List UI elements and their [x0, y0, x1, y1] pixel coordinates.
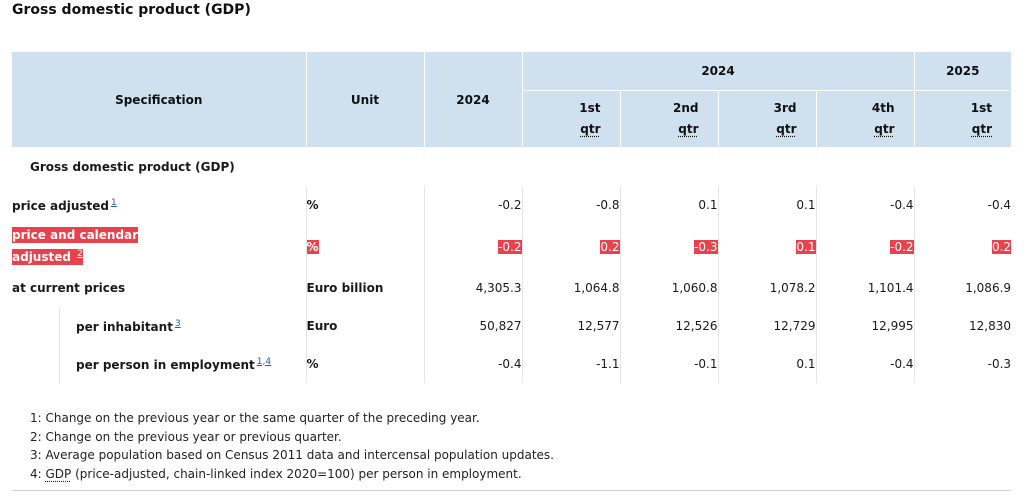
- cell-value: 0.1: [718, 224, 817, 269]
- row-label: at current prices: [12, 269, 307, 307]
- header-group-2025: 2025: [914, 52, 1012, 91]
- footnotes: 1: Change on the previous year or the sa…: [30, 409, 554, 483]
- header-specification: Specification: [12, 52, 307, 148]
- table-row: price adjusted 1 % -0.2 -0.8 0.1 0.1 -0.4…: [12, 186, 1011, 224]
- cell-value: 0.2: [991, 239, 1012, 254]
- cell-value: -0.4: [816, 186, 915, 224]
- gdp-abbr: GDP: [45, 466, 72, 481]
- cell-value: 12,830: [969, 319, 1012, 333]
- divider: [12, 490, 1011, 491]
- cell-value: 12,577: [522, 307, 621, 345]
- row-label: per person in employment 1,4: [12, 345, 307, 383]
- cell-value: 0.1: [718, 345, 817, 383]
- cell-value: 1,078.2: [718, 269, 817, 307]
- cell-value: -0.2: [816, 224, 915, 269]
- row-label: price and calendar adjusted 2: [12, 224, 307, 269]
- cell-value: 1,060.8: [620, 269, 719, 307]
- row-unit: Euro: [306, 307, 425, 345]
- header-unit: Unit: [306, 52, 425, 148]
- cell-value: 1,101.4: [816, 269, 915, 307]
- footnote-link[interactable]: 3: [174, 318, 181, 329]
- cell-value: 12,526: [620, 307, 719, 345]
- cell-value: 12,729: [718, 307, 817, 345]
- footnote-4: 4: GDP (price-adjusted, chain-linked ind…: [30, 466, 522, 481]
- footnote-1: 1: Change on the previous year or the sa…: [30, 411, 480, 425]
- cell-value: -0.4: [987, 198, 1012, 212]
- cell-value: 0.1: [718, 186, 817, 224]
- cell-value: 1,086.9: [965, 281, 1012, 295]
- section-label: Gross domestic product (GDP): [30, 160, 235, 174]
- footnote-2: 2: Change on the previous year or previo…: [30, 429, 342, 444]
- footnote-3: 3: Average population based on Census 20…: [30, 448, 554, 462]
- cell-value: 0.1: [620, 186, 719, 224]
- row-unit: %: [306, 186, 425, 224]
- page-title: Gross domestic product (GDP): [12, 2, 251, 18]
- qtr-abbr: qtr: [678, 122, 699, 136]
- row-label: per inhabitant 3: [12, 307, 307, 345]
- footnote-link[interactable]: 1,4: [256, 356, 272, 367]
- cell-value: 4,305.3: [424, 269, 523, 307]
- cell-value: 0.2: [522, 224, 621, 269]
- qtr-abbr: qtr: [971, 122, 993, 136]
- header-quarter: 2nd qtr: [620, 90, 719, 148]
- cell-value: 1,064.8: [522, 269, 621, 307]
- cell-value: -1.1: [522, 345, 621, 383]
- qtr-abbr: qtr: [776, 122, 797, 136]
- cell-value: -0.4: [424, 345, 523, 383]
- header-quarter: 3rd qtr: [718, 90, 817, 148]
- header-year-2024: 2024: [424, 52, 523, 148]
- footnote-link[interactable]: 1: [111, 197, 117, 208]
- cell-value: -0.4: [816, 345, 915, 383]
- cell-value: -0.3: [620, 224, 719, 269]
- cell-value: -0.8: [522, 186, 621, 224]
- row-unit: %: [306, 345, 425, 383]
- header-quarter: 4th qtr: [816, 90, 915, 148]
- indent-guide: [59, 307, 60, 345]
- table-row: at current prices Euro billion 4,305.3 1…: [12, 269, 1011, 307]
- qtr-abbr: qtr: [580, 122, 601, 136]
- row-unit: %: [306, 224, 425, 269]
- row-unit: Euro billion: [306, 269, 425, 307]
- table-row: per person in employment 1,4 % -0.4 -1.1 …: [12, 345, 1011, 383]
- cell-value: -0.1: [620, 345, 719, 383]
- table-row-highlighted: price and calendar adjusted 2 % -0.2 0.2 …: [12, 224, 1012, 269]
- cell-value: 12,995: [816, 307, 915, 345]
- header-quarter: 1st qtr: [914, 90, 1012, 148]
- row-label: price adjusted 1: [12, 186, 307, 224]
- footnote-link[interactable]: 2: [77, 249, 83, 259]
- cell-value: 50,827: [424, 307, 523, 345]
- cell-value: -0.2: [424, 186, 523, 224]
- gdp-table: Specification Unit 2024 2024 2025 1st qtr…: [12, 52, 1012, 383]
- cell-value: -0.2: [424, 224, 523, 269]
- table-row: per inhabitant 3 Euro 50,827 12,577 12,52…: [12, 307, 1011, 345]
- cell-value: -0.3: [987, 357, 1012, 371]
- section-row: Gross domestic product (GDP): [12, 148, 1011, 187]
- header-group-2024: 2024: [522, 52, 915, 91]
- header-quarter: 1st qtr: [522, 90, 621, 148]
- qtr-abbr: qtr: [874, 122, 895, 136]
- indent-guide: [59, 345, 60, 383]
